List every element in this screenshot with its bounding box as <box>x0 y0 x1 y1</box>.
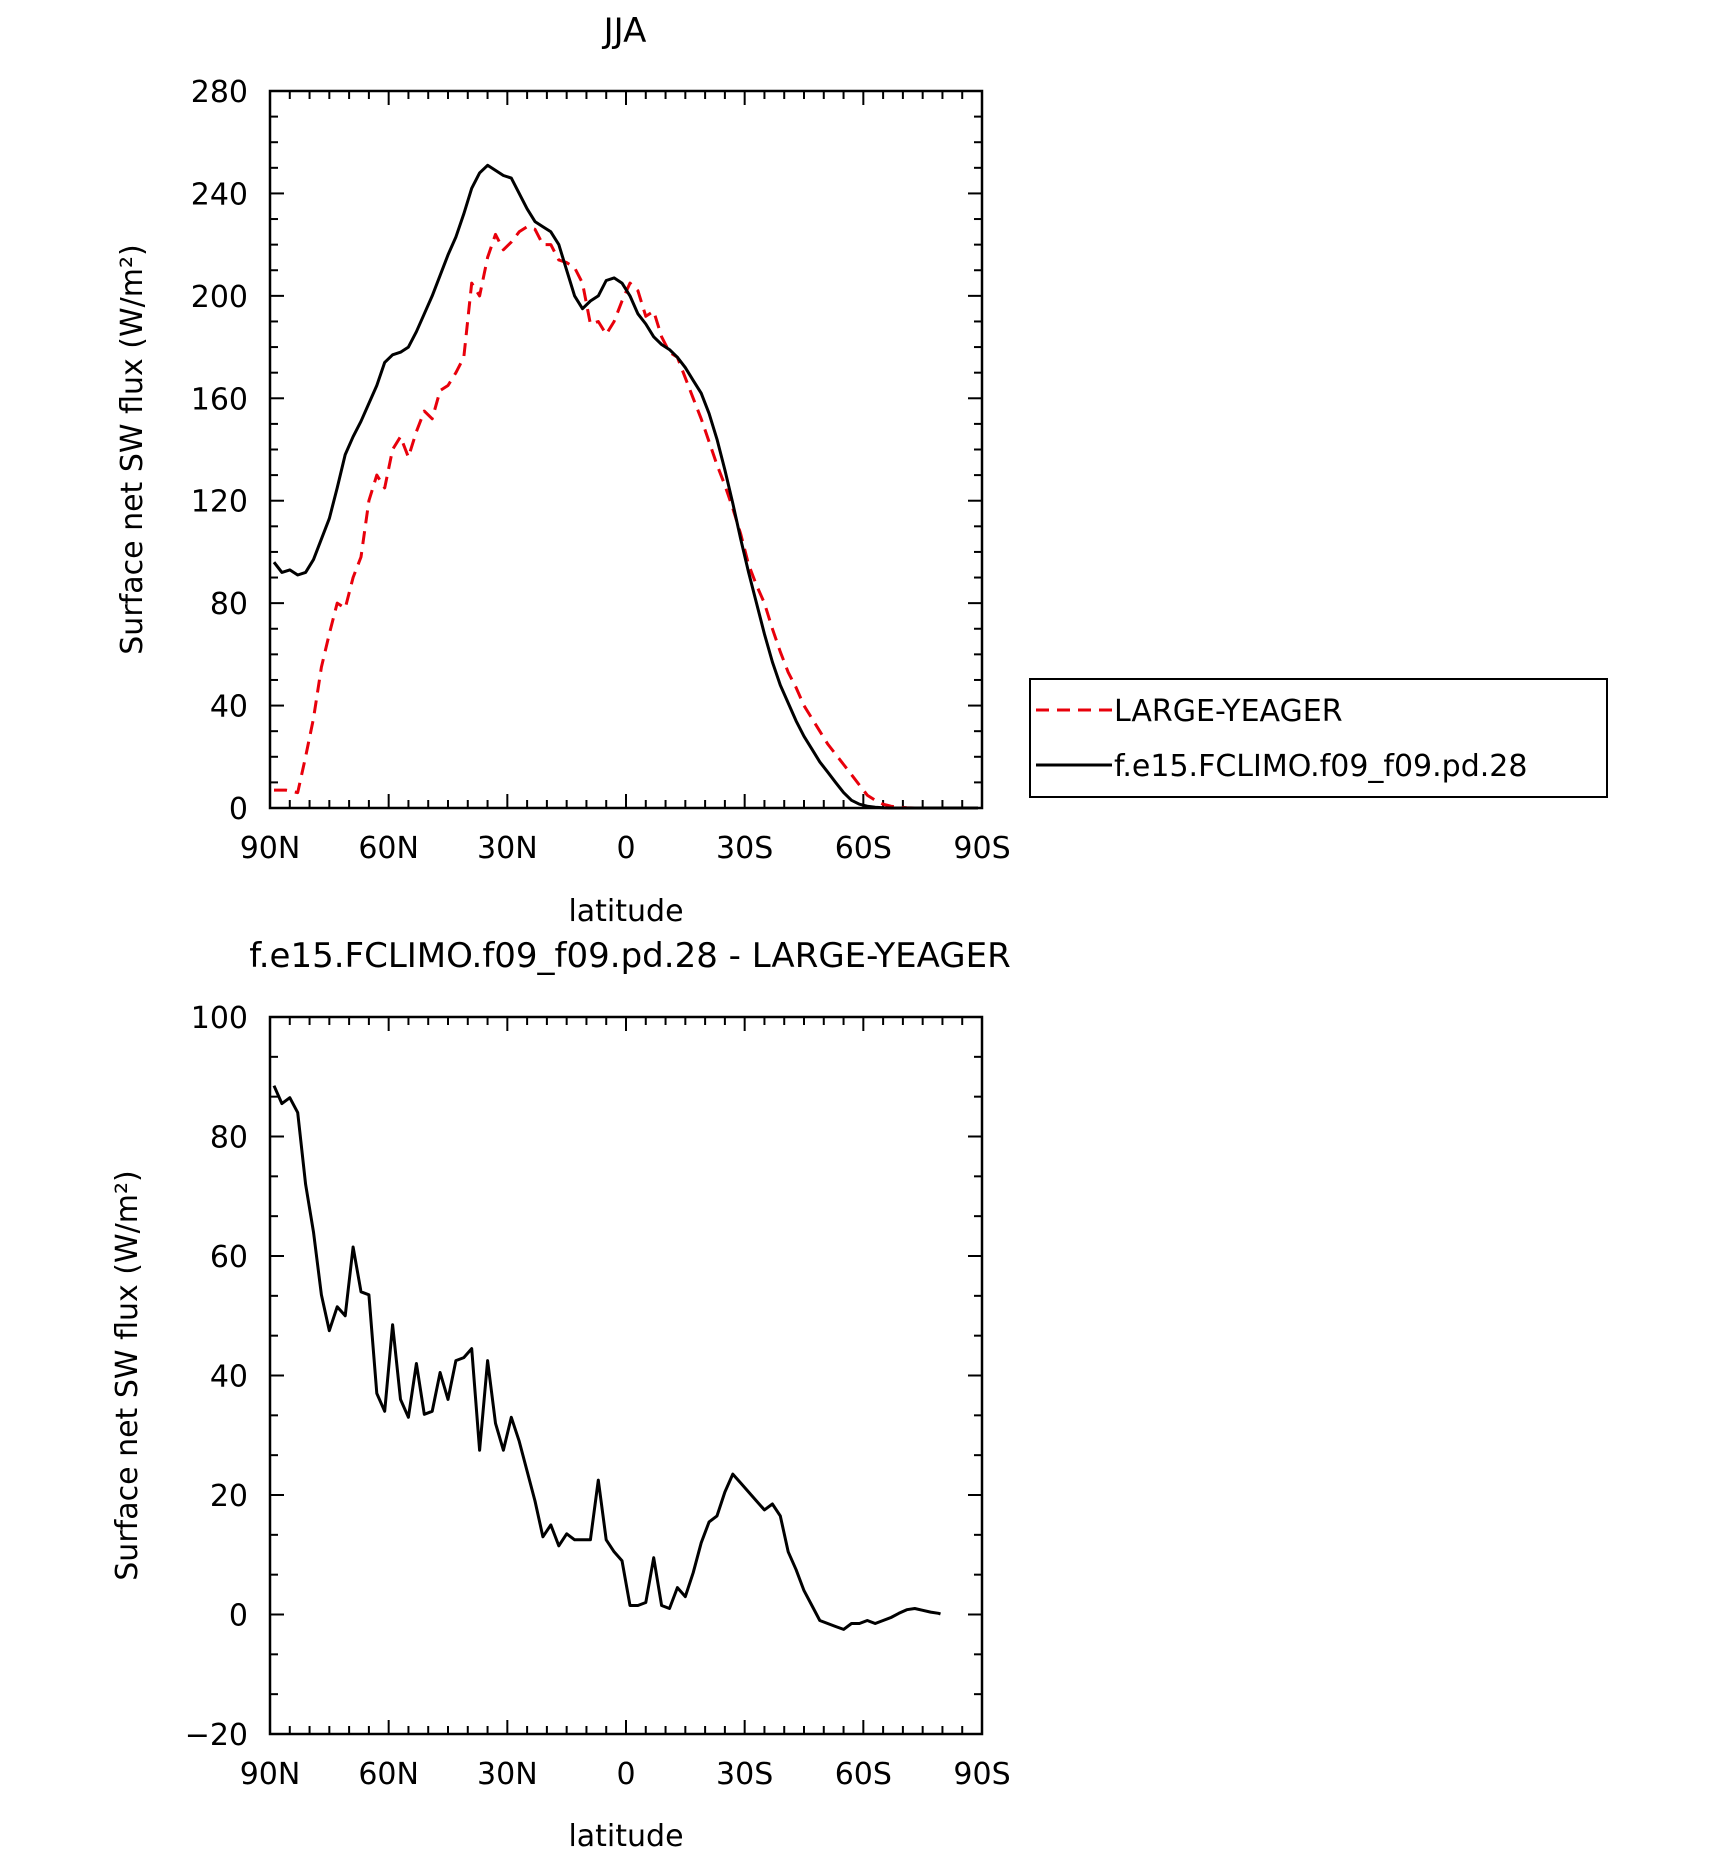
x-tick-label: 30S <box>716 1757 773 1792</box>
y-tick-label: 40 <box>210 690 248 725</box>
series-line <box>272 1085 941 1631</box>
y-tick-label: 20 <box>210 1479 248 1514</box>
top-panel-tick-labels: 90N 60N 30N 0 30S 60S 90S 0 40 80 120 160 200 240 280 <box>191 75 1011 866</box>
y-tick-label: 100 <box>191 1001 248 1036</box>
y-tick-label: 120 <box>191 485 248 520</box>
x-tick-label: 60N <box>358 831 419 866</box>
x-tick-label: 90N <box>240 1757 301 1792</box>
x-tick-label: 60N <box>358 1757 419 1792</box>
y-tick-label: 200 <box>191 280 248 315</box>
bottom-panel-xlabel: latitude <box>568 1819 683 1850</box>
x-tick-label: 60S <box>835 1757 892 1792</box>
top-panel-ylabel: Surface net SW flux (W/m²) <box>115 244 150 654</box>
x-tick-label: 90N <box>240 831 301 866</box>
x-tick-label: 60S <box>835 831 892 866</box>
top-panel-ticks <box>269 90 983 809</box>
legend: LARGE-YEAGER f.e15.FCLIMO.f09_f09.pd.28 <box>1029 678 1608 798</box>
bottom-panel-lines <box>272 1085 941 1631</box>
y-tick-label: −20 <box>185 1718 248 1753</box>
top-panel-xlabel: latitude <box>568 894 683 929</box>
top-panel-title: JJA <box>602 11 647 51</box>
y-tick-label: 0 <box>229 792 248 827</box>
y-tick-label: 160 <box>191 382 248 417</box>
top-panel-lines <box>272 163 978 810</box>
y-tick-label: 0 <box>229 1599 248 1634</box>
x-tick-label: 0 <box>616 1757 635 1792</box>
top-panel-frame <box>268 89 984 810</box>
bottom-panel-tick-labels: 90N 60N 30N 0 30S 60S 90S −20 0 20 40 60 80 100 <box>185 1001 1011 1792</box>
x-tick-label: 30S <box>716 831 773 866</box>
series-line <box>272 163 978 810</box>
x-tick-label: 30N <box>477 1757 538 1792</box>
x-tick-label: 90S <box>953 831 1010 866</box>
bottom-panel: f.e15.FCLIMO.f09_f09.pd.28 - LARGE-YEAGE… <box>110 936 1011 1850</box>
top-panel: JJA 90N 60N 30N 0 30S 60S 90S 0 40 80 120 160 200 240… <box>115 11 1608 929</box>
bottom-panel-title: f.e15.FCLIMO.f09_f09.pd.28 - LARGE-YEAGE… <box>249 936 1011 976</box>
series-line <box>274 225 978 810</box>
x-tick-label: 30N <box>477 831 538 866</box>
bottom-panel-frame <box>268 1015 984 1736</box>
legend-box <box>1029 678 1608 798</box>
legend-label-large-yeager: LARGE-YEAGER <box>1114 694 1343 729</box>
x-tick-label: 90S <box>953 1757 1010 1792</box>
y-tick-label: 60 <box>210 1240 248 1275</box>
bottom-panel-ylabel: Surface net SW flux (W/m²) <box>110 1170 145 1580</box>
y-tick-label: 280 <box>191 75 248 110</box>
y-tick-label: 80 <box>210 1121 248 1156</box>
y-tick-label: 240 <box>191 177 248 212</box>
y-tick-label: 80 <box>210 587 248 622</box>
y-tick-label: 40 <box>210 1360 248 1395</box>
x-tick-label: 0 <box>616 831 635 866</box>
legend-label-fclimo: f.e15.FCLIMO.f09_f09.pd.28 <box>1114 749 1527 784</box>
